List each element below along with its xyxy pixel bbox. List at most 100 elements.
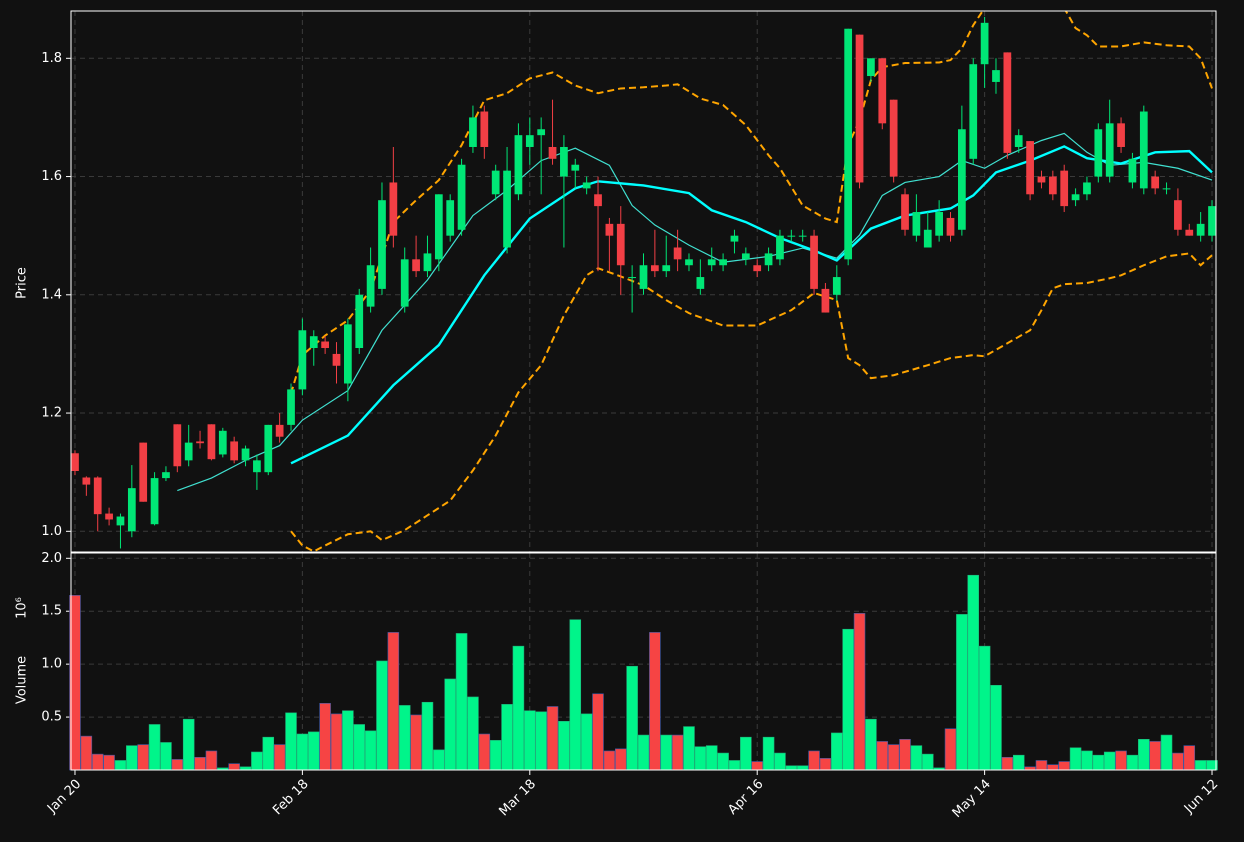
volume-bar <box>1012 754 1025 771</box>
candle-body <box>196 441 204 444</box>
candle-body <box>912 212 921 236</box>
y-tick-label: 1.5 <box>41 604 62 619</box>
candle-body <box>776 235 784 260</box>
volume-bar <box>1126 754 1139 771</box>
volume-bar <box>865 718 877 771</box>
volume-bar <box>444 678 456 771</box>
volume-bar <box>467 696 479 771</box>
volume-bar <box>603 750 616 771</box>
candle-body <box>832 277 841 295</box>
candle-body <box>855 34 864 183</box>
indicator-line <box>290 11 1213 394</box>
y-tick-label: 1.8 <box>41 51 62 66</box>
volume-bar <box>478 733 491 771</box>
volume-bar <box>1035 760 1048 771</box>
volume-bar <box>194 756 206 771</box>
candle-body <box>764 253 773 266</box>
candle-body <box>662 265 671 272</box>
candle-body <box>423 253 432 272</box>
candle-body <box>821 288 830 313</box>
candle-body <box>946 217 955 236</box>
volume-bar <box>353 724 365 771</box>
volume-bar <box>489 740 502 771</box>
volume-bar <box>728 760 741 771</box>
volume-bar <box>899 739 911 771</box>
candle-body <box>787 235 796 237</box>
candle-body <box>969 64 978 159</box>
candle-body <box>355 294 364 349</box>
candle-body <box>673 247 682 260</box>
y-tick-label: 2.0 <box>41 551 62 566</box>
volume-bar <box>887 744 900 771</box>
volume-bar <box>1183 745 1196 771</box>
candle-body <box>992 70 1000 82</box>
volume-bar <box>364 730 377 771</box>
volume-bar <box>1115 750 1127 771</box>
volume-bar <box>524 710 536 771</box>
candle-body <box>844 28 853 260</box>
candle-body <box>889 99 898 177</box>
candle-body <box>344 324 352 384</box>
volume-bar <box>785 765 798 771</box>
volume-bar <box>819 758 832 771</box>
volume-bar <box>592 693 604 771</box>
candle-body <box>71 453 79 471</box>
volume-bar <box>273 744 286 771</box>
candle-body <box>1037 176 1046 183</box>
candle-body <box>651 265 659 272</box>
volume-bar <box>910 745 923 771</box>
volume-bar <box>922 753 934 771</box>
volume-offset: 10⁶ <box>15 597 30 619</box>
plot-frame <box>70 10 1217 553</box>
volume-bar <box>990 685 1002 771</box>
volume-bar <box>831 732 843 771</box>
candle-body <box>1048 176 1057 195</box>
candle-body <box>901 194 909 230</box>
candle-body <box>605 223 614 236</box>
volume-bar <box>262 736 275 771</box>
volume-bar <box>1069 747 1082 771</box>
volume-bar <box>762 736 775 771</box>
volume-bar <box>705 745 718 771</box>
volume-bar <box>683 726 695 771</box>
candle-body <box>287 389 295 425</box>
candle-body <box>264 424 273 473</box>
volume-bar <box>512 645 525 771</box>
volume-bar <box>546 706 559 771</box>
volume-bar <box>751 761 763 771</box>
candle-body <box>116 516 125 526</box>
candle-body <box>173 424 182 467</box>
volume-bar <box>660 734 672 771</box>
volume-axis-label: Volume <box>15 656 30 704</box>
candle-body <box>366 265 375 307</box>
candle-body <box>241 448 250 461</box>
candle-body <box>1014 135 1023 147</box>
volume-bar <box>956 614 968 771</box>
volume-bar <box>1138 739 1150 771</box>
volume-bar <box>1081 750 1093 771</box>
candle-body <box>514 135 523 195</box>
candle-body <box>218 430 227 455</box>
candle-body <box>127 488 136 532</box>
candle-body <box>162 472 170 479</box>
volume-bar <box>1103 751 1116 771</box>
candle-body <box>469 117 477 147</box>
volume-bar <box>1092 754 1105 771</box>
volume-bar <box>319 703 331 771</box>
volume-bar <box>774 752 786 771</box>
candle-body <box>321 341 329 349</box>
volume-bar <box>1149 741 1161 771</box>
volume-bar <box>91 753 104 771</box>
candle-body <box>1151 176 1160 189</box>
volume-bar <box>114 760 127 771</box>
volume-bar <box>967 574 979 771</box>
volume-bar <box>978 645 991 771</box>
volume-bar <box>717 752 729 771</box>
volume-bar <box>251 751 263 771</box>
price-panel: 1.0 1.2 1.4 1.6 1.8 <box>41 10 1217 553</box>
candle-body <box>537 129 546 136</box>
volume-bar <box>342 710 354 771</box>
volume-bar <box>330 713 343 771</box>
